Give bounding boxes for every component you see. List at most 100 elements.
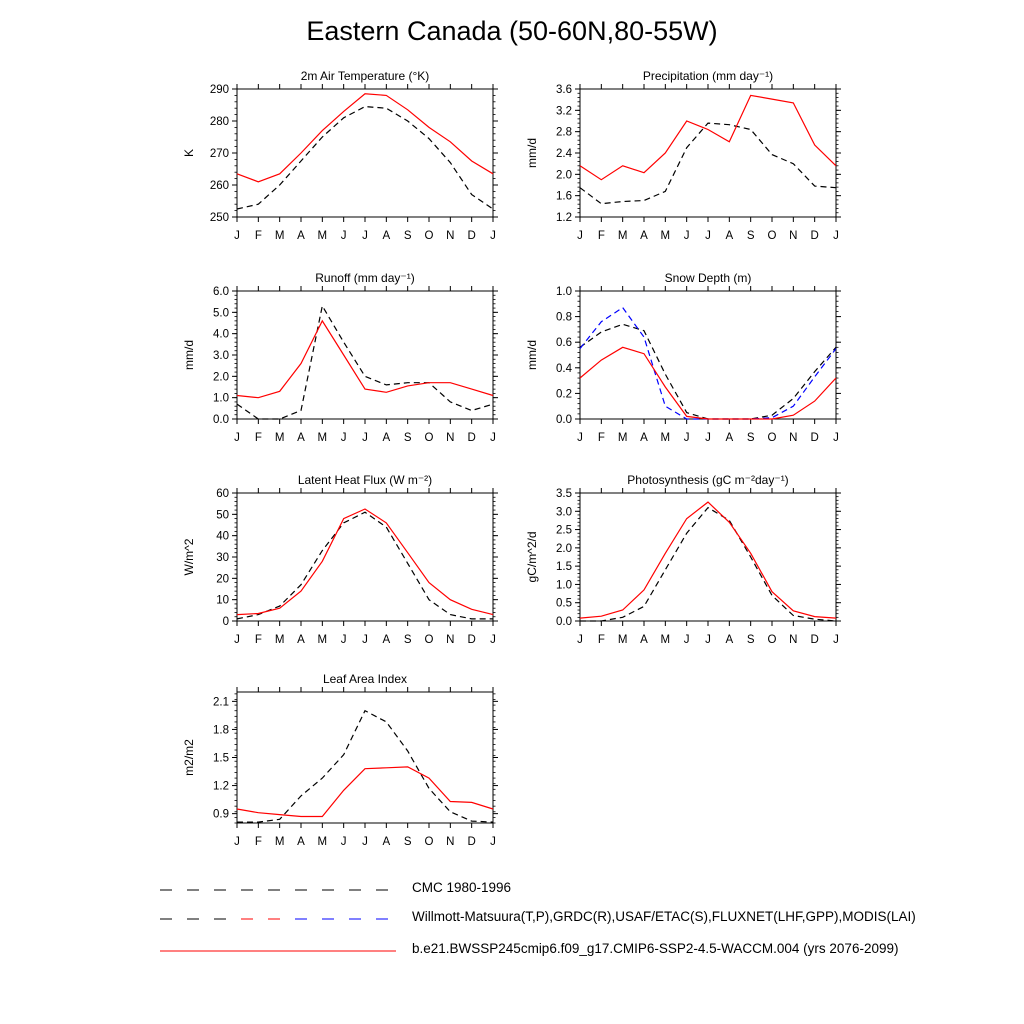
x-tick-label: S [404, 432, 412, 444]
x-tick-label: J [341, 432, 347, 444]
x-tick-label: J [234, 230, 240, 242]
x-tick-label: M [618, 230, 628, 242]
y-tick-label: 290 [210, 84, 229, 96]
panel-precip: Precipitation (mm day⁻¹) mm/d 1.2 1.6 2.0 2.4… [525, 69, 841, 242]
x-tick-label: S [747, 432, 755, 444]
x-tick-label: F [255, 836, 262, 848]
x-tick-label: A [640, 432, 648, 444]
x-tick-label: M [661, 230, 671, 242]
x-tick-label: M [318, 634, 328, 646]
x-tick-label: J [833, 432, 839, 444]
y-tick-label: 3.2 [556, 105, 572, 117]
legend-cmc-line [160, 889, 388, 891]
y-tick-label: 0.5 [556, 598, 572, 610]
x-tick-label: J [362, 634, 368, 646]
panel-title: Photosynthesis (gC m⁻²day⁻¹) [627, 473, 788, 487]
x-tick-label: J [234, 432, 240, 444]
x-tick-label: D [468, 836, 476, 848]
y-axis-label: mm/d [525, 340, 539, 370]
x-tick-label: S [747, 230, 755, 242]
x-tick-label: M [275, 836, 285, 848]
panel-title: Leaf Area Index [323, 672, 407, 686]
page-title: Eastern Canada (50-60N,80-55W) [306, 16, 718, 46]
x-tick-label: M [661, 432, 671, 444]
y-tick-label: 270 [210, 148, 229, 160]
x-tick-label: O [768, 230, 777, 242]
x-tick-label: J [234, 836, 240, 848]
x-tick-label: A [382, 836, 390, 848]
legend-model-label: b.e21.BWSSP245cmip6.f09_g17.CMIP6-SSP2-4… [412, 941, 899, 956]
x-tick-label: J [362, 432, 368, 444]
y-tick-label: 2.0 [213, 371, 229, 383]
x-tick-label: J [490, 634, 496, 646]
x-tick-label: A [640, 230, 648, 242]
y-tick-label: 1.8 [213, 724, 229, 736]
series-line-model [236, 319, 494, 399]
panel-lhf: Latent Heat Flux (W m⁻²) W/m^2 0 10 20 30 40 50… [182, 473, 498, 646]
x-tick-label: A [297, 836, 305, 848]
y-tick-label: 2.8 [556, 127, 572, 139]
y-tick-label: 3.0 [556, 506, 572, 518]
x-tick-label: A [725, 432, 733, 444]
x-tick-label: N [446, 230, 454, 242]
x-tick-label: O [425, 432, 434, 444]
y-axis-label: K [182, 149, 196, 157]
y-tick-label: 2.5 [556, 525, 572, 537]
plot-frame [236, 290, 494, 420]
y-tick-label: 2.0 [556, 543, 572, 555]
x-tick-label: F [255, 634, 262, 646]
x-tick-label: O [768, 634, 777, 646]
y-tick-label: 1.6 [556, 191, 572, 203]
y-tick-label: 1.5 [556, 561, 572, 573]
panel-runoff: Runoff (mm day⁻¹) mm/d 0.0 1.0 2.0 3.0 4.0 5.0 6… [182, 271, 498, 444]
y-tick-label: 50 [216, 509, 229, 521]
x-tick-label: J [341, 836, 347, 848]
y-tick-label: 0.8 [556, 312, 572, 324]
y-tick-label: 1.5 [213, 753, 229, 765]
x-tick-label: O [425, 836, 434, 848]
x-tick-label: J [234, 634, 240, 646]
x-tick-label: A [382, 230, 390, 242]
x-tick-label: D [468, 230, 476, 242]
y-tick-label: 0 [223, 616, 229, 628]
y-tick-label: 4.0 [213, 329, 229, 341]
x-tick-label: M [661, 634, 671, 646]
y-tick-label: 0.0 [556, 616, 572, 628]
x-tick-label: D [811, 230, 819, 242]
x-tick-label: M [275, 432, 285, 444]
x-tick-label: J [833, 230, 839, 242]
series-line-obs [580, 506, 837, 622]
x-tick-label: N [446, 836, 454, 848]
y-tick-label: 3.0 [213, 350, 229, 362]
x-tick-label: O [425, 230, 434, 242]
series-line-obs [236, 511, 493, 620]
series-line-model [236, 93, 494, 183]
y-tick-label: 5.0 [213, 307, 229, 319]
x-tick-label: M [618, 432, 628, 444]
legend-obs-label: Willmott-Matsuura(T,P),GRDC(R),USAF/ETAC… [412, 909, 916, 924]
x-tick-label: J [705, 432, 711, 444]
y-tick-label: 1.0 [556, 579, 572, 591]
x-tick-label: A [382, 432, 390, 444]
y-tick-label: 250 [210, 212, 229, 224]
x-tick-label: J [577, 432, 583, 444]
x-tick-label: J [577, 634, 583, 646]
panel-snow: Snow Depth (m)mm/d0.00.20.40.60.81.0J F M A… [525, 271, 841, 444]
x-tick-label: M [275, 634, 285, 646]
x-tick-label: M [318, 230, 328, 242]
x-tick-label: A [725, 634, 733, 646]
y-tick-label: 0.0 [213, 414, 229, 426]
y-tick-label: 30 [216, 552, 229, 564]
x-tick-label: M [318, 836, 328, 848]
panel-title: Snow Depth (m) [665, 271, 752, 285]
y-tick-label: 1.2 [213, 781, 229, 793]
y-tick-label: 1.0 [556, 286, 572, 298]
legend-cmc-label: CMC 1980-1996 [412, 880, 512, 895]
series-line-obs [236, 105, 494, 210]
series-line-model [579, 501, 837, 619]
series-line-model [236, 766, 494, 818]
panel-title: 2m Air Temperature (°K) [301, 69, 430, 83]
y-tick-label: 260 [210, 180, 229, 192]
legend-obs-line [160, 918, 388, 920]
